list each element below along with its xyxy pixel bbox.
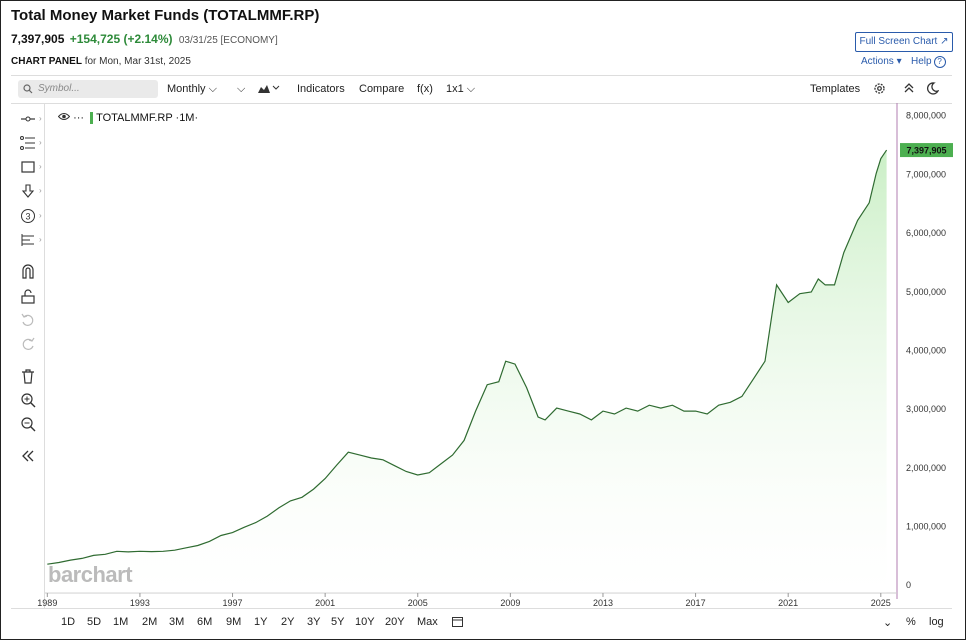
help-label: Help — [911, 56, 932, 67]
fib-tool-icon[interactable] — [20, 135, 36, 151]
search-icon — [23, 84, 33, 94]
series-color-swatch — [90, 112, 94, 125]
range-button-9m[interactable]: 9M — [226, 616, 242, 628]
dark-mode-icon[interactable] — [926, 82, 940, 98]
chart-toolbar: Symbol... Monthly ⌵ ⌵ Indicators Compare… — [11, 75, 952, 104]
search-placeholder: Symbol... — [38, 83, 80, 94]
trendline-tool-icon[interactable] — [20, 111, 36, 127]
range-button-1m[interactable]: 1M — [113, 616, 129, 628]
templates-button[interactable]: Templates — [810, 83, 861, 95]
number-tool-icon[interactable]: 3 — [20, 208, 36, 224]
svg-text:3: 3 — [25, 212, 30, 222]
range-button-3y[interactable]: 3Y — [307, 616, 321, 628]
zoom-out-icon[interactable] — [20, 416, 36, 432]
range-button-20y[interactable]: 20Y — [385, 616, 405, 628]
fx-button[interactable]: f(x) — [417, 83, 433, 95]
actions-menu[interactable]: Actions ▾ — [861, 56, 902, 67]
chart-type-icon[interactable] — [258, 83, 280, 96]
date-info: 03/31/25 [ECONOMY] — [178, 35, 278, 46]
zoom-in-icon[interactable] — [20, 392, 36, 408]
range-button-5d[interactable]: 5D — [87, 616, 102, 628]
collapse-sidebar-icon[interactable] — [20, 448, 36, 464]
trash-icon[interactable] — [20, 368, 36, 384]
chevron-right-icon[interactable]: › — [39, 138, 42, 147]
range-button-2y[interactable]: 2Y — [281, 616, 295, 628]
chevron-right-icon[interactable]: › — [39, 235, 42, 244]
range-button-1d[interactable]: 1D — [61, 616, 76, 628]
drawing-tools-sidebar: › › › › 3 › › — [11, 103, 45, 608]
rectangle-tool-icon[interactable] — [20, 159, 36, 175]
indicators-button[interactable]: Indicators — [297, 83, 345, 95]
range-button-10y[interactable]: 10Y — [355, 616, 375, 628]
symbol-search-input[interactable]: Symbol... — [18, 80, 158, 98]
chevron-down-icon[interactable]: ⌵ — [237, 83, 246, 95]
range-bar: ⌄ % log 1D 5D 1M 2M 3M 6M 9M 1Y 2Y 3Y 5Y 10Y 20Y Max — [11, 608, 952, 635]
range-button-5y[interactable]: 5Y — [331, 616, 345, 628]
panel-date: for Mon, Mar 31st, 2025 — [84, 56, 191, 67]
undo-icon[interactable] — [20, 312, 36, 328]
range-button-2m[interactable]: 2M — [142, 616, 158, 628]
full-screen-chart-button[interactable]: Full Screen Chart ↗ — [855, 32, 953, 52]
last-value: 7,397,905 — [11, 32, 65, 46]
magnet-icon[interactable] — [20, 263, 36, 279]
redo-icon[interactable] — [20, 336, 36, 352]
collapse-icon[interactable] — [903, 82, 915, 97]
arrow-down-tool-icon[interactable] — [20, 183, 36, 199]
layout-select[interactable]: 1x1 ⌵ — [446, 83, 476, 95]
legend-interval: ·1M· — [175, 112, 199, 124]
eye-icon[interactable] — [57, 112, 71, 121]
barchart-watermark: barchart — [48, 562, 133, 587]
log-toggle[interactable]: log — [929, 616, 944, 628]
help-link[interactable]: Help? — [911, 56, 946, 68]
panel-label: CHART PANEL — [11, 56, 82, 67]
quote-line: 7,397,905 +154,725 (+2.14%) 03/31/25 [EC… — [11, 32, 278, 46]
legend-symbol: TOTALMMF.RP — [96, 112, 173, 124]
page-title: Total Money Market Funds (TOTALMMF.RP) — [11, 7, 320, 24]
unlock-icon[interactable] — [20, 288, 36, 304]
chart-panel-label: CHART PANEL for Mon, Mar 31st, 2025 — [11, 56, 191, 67]
gear-icon[interactable] — [873, 82, 886, 98]
more-icon[interactable]: ··· — [73, 112, 85, 124]
chevron-right-icon[interactable]: › — [39, 186, 42, 195]
change-value: +154,725 (+2.14%) — [69, 32, 173, 46]
chevrons-down-icon[interactable]: ⌄ — [883, 617, 893, 629]
chevron-right-icon[interactable]: › — [39, 211, 42, 220]
range-button-1y[interactable]: 1Y — [254, 616, 268, 628]
chart-legend: ··· TOTALMMF.RP ·1M· — [57, 112, 199, 125]
chevron-right-icon[interactable]: › — [39, 114, 42, 123]
calendar-icon[interactable] — [452, 616, 463, 630]
range-button-6m[interactable]: 6M — [197, 616, 213, 628]
range-button-max[interactable]: Max — [417, 616, 438, 628]
help-icon: ? — [933, 56, 946, 68]
percent-toggle[interactable]: % — [906, 616, 916, 628]
chevron-right-icon[interactable]: › — [39, 162, 42, 171]
range-button-3m[interactable]: 3M — [169, 616, 185, 628]
interval-select[interactable]: Monthly ⌵ — [167, 83, 217, 95]
compare-button[interactable]: Compare — [359, 83, 405, 95]
measure-tool-icon[interactable] — [20, 232, 36, 248]
